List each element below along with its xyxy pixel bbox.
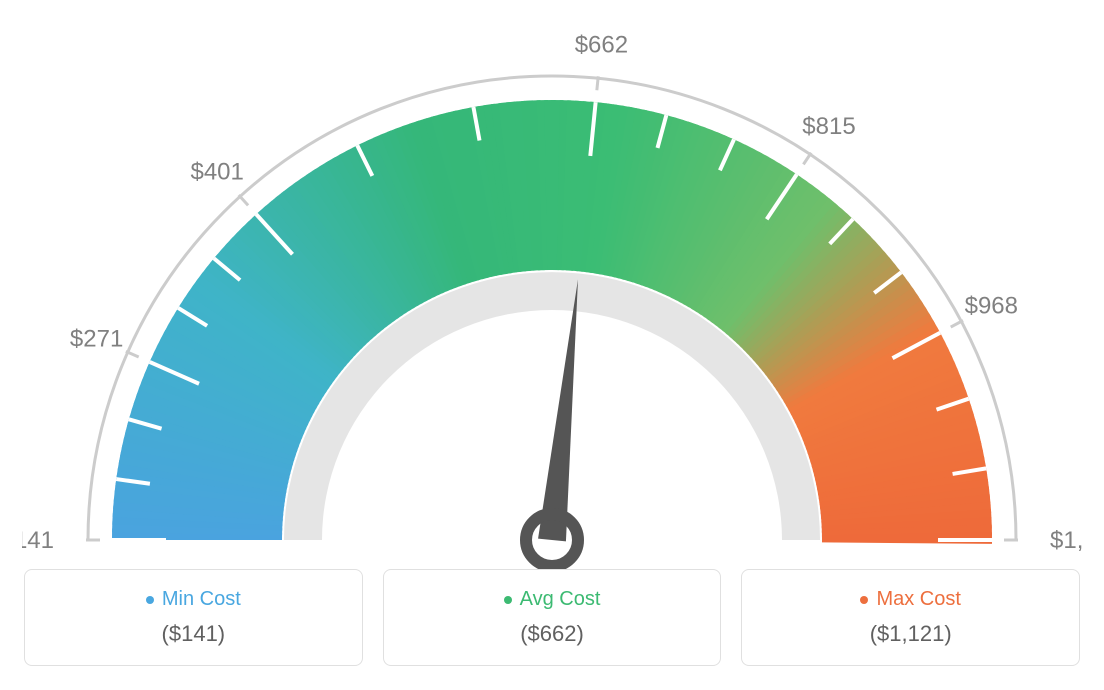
gauge-chart: $141 $271 $401 $662 $815 $968 $1,121 <box>22 20 1082 580</box>
avg-dot-icon <box>504 596 512 604</box>
avg-cost-card: Avg Cost ($662) <box>383 569 722 666</box>
outer-tick <box>239 195 248 205</box>
avg-cost-value: ($662) <box>394 621 711 647</box>
tick-label: $1,121 <box>1050 527 1082 554</box>
max-cost-label: Max Cost <box>876 588 960 611</box>
tick-label: $141 <box>22 527 54 554</box>
gauge-svg: $141 $271 $401 $662 $815 $968 $1,121 <box>22 20 1082 580</box>
min-cost-title: Min Cost <box>146 588 241 611</box>
tick-label: $271 <box>70 325 123 352</box>
max-dot-icon <box>860 596 868 604</box>
outer-tick <box>597 76 598 90</box>
max-cost-card: Max Cost ($1,121) <box>741 569 1080 666</box>
min-cost-label: Min Cost <box>162 588 241 611</box>
tick-label: $662 <box>575 31 628 58</box>
max-cost-title: Max Cost <box>860 588 960 611</box>
min-cost-card: Min Cost ($141) <box>24 569 363 666</box>
tick-label: $815 <box>802 113 855 140</box>
max-cost-value: ($1,121) <box>752 621 1069 647</box>
tick-label: $401 <box>190 158 243 185</box>
outer-tick <box>803 153 811 165</box>
gauge-needle <box>538 279 578 541</box>
min-dot-icon <box>146 596 154 604</box>
min-cost-value: ($141) <box>35 621 352 647</box>
tick-label: $968 <box>965 292 1018 319</box>
avg-cost-label: Avg Cost <box>520 588 601 611</box>
avg-cost-title: Avg Cost <box>504 588 601 611</box>
cost-cards: Min Cost ($141) Avg Cost ($662) Max Cost… <box>24 569 1080 666</box>
